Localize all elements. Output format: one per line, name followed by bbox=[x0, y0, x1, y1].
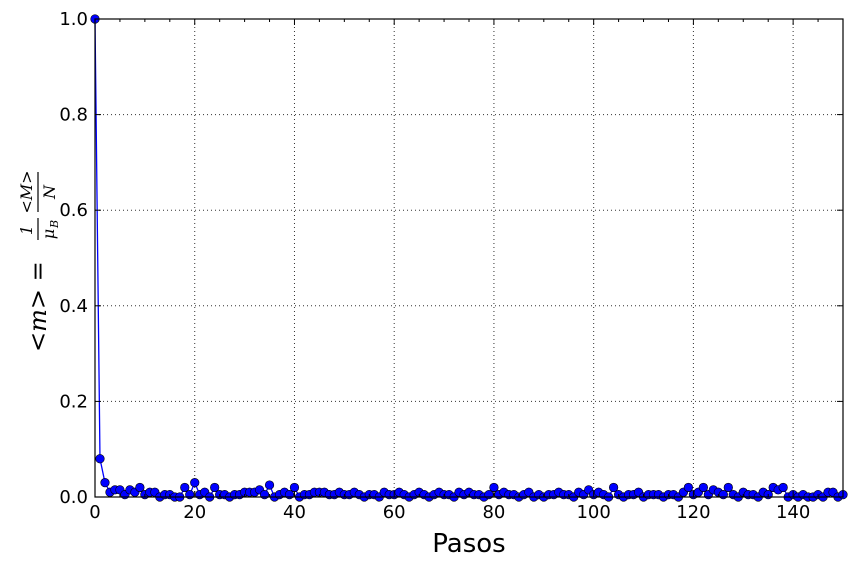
data-point bbox=[264, 480, 275, 490]
y-axis-title-frac1-den-sub: B bbox=[48, 220, 61, 229]
data-point bbox=[723, 482, 733, 493]
tick-labels: 0 20 40 60 80 100 120 140 0.0 0.2 0.4 0.6 0.8 1.0 bbox=[59, 9, 810, 523]
y-tick-label: 0.2 bbox=[59, 391, 88, 412]
y-tick-label: 0.6 bbox=[59, 200, 88, 221]
data-point bbox=[210, 482, 220, 493]
y-tick-label: 0.8 bbox=[59, 105, 88, 126]
data-point bbox=[185, 490, 195, 500]
y-tick-label: 0.4 bbox=[59, 296, 88, 317]
series-group bbox=[90, 14, 848, 502]
data-point bbox=[259, 490, 270, 500]
data-point bbox=[135, 482, 145, 493]
data-point bbox=[95, 454, 105, 464]
x-tick-label: 0 bbox=[89, 502, 100, 523]
ticks bbox=[94, 18, 844, 498]
y-axis-title-frac2-den: N bbox=[40, 184, 59, 200]
x-tick-label: 20 bbox=[183, 502, 206, 523]
y-axis-title-frac1-num: 1 bbox=[17, 225, 36, 235]
y-axis-title-lhs: <m> = bbox=[24, 261, 52, 352]
data-point bbox=[289, 482, 300, 493]
y-tick-label: 1.0 bbox=[59, 9, 88, 30]
x-axis-title: Pasos bbox=[432, 529, 505, 559]
data-point bbox=[190, 478, 200, 488]
data-point bbox=[484, 490, 494, 500]
x-tick-label: 60 bbox=[383, 502, 406, 523]
y-axis-title: <m> = 1 μB <M> N bbox=[17, 170, 61, 352]
y-axis-title-formula: <m> = 1 μB <M> N bbox=[17, 170, 61, 352]
data-point bbox=[778, 482, 788, 493]
data-point bbox=[100, 478, 110, 488]
data-point bbox=[683, 482, 694, 493]
y-axis-title-frac1-den: μ bbox=[39, 229, 58, 239]
x-tick-label: 140 bbox=[776, 502, 810, 523]
x-tick-label: 120 bbox=[676, 502, 710, 523]
data-point bbox=[609, 482, 619, 493]
x-tick-label: 40 bbox=[283, 502, 306, 523]
series-line bbox=[94, 18, 844, 499]
x-tick-label: 80 bbox=[482, 502, 505, 523]
data-point bbox=[718, 490, 728, 500]
data-point bbox=[489, 482, 499, 493]
data-point bbox=[284, 490, 295, 500]
y-axis-title-frac2-num: <M> bbox=[17, 170, 36, 213]
data-point bbox=[180, 482, 190, 493]
plot-frame bbox=[94, 18, 844, 498]
y-tick-label: 0.0 bbox=[59, 487, 88, 508]
x-tick-label: 100 bbox=[576, 502, 610, 523]
grid bbox=[94, 18, 843, 498]
data-point bbox=[698, 482, 708, 493]
